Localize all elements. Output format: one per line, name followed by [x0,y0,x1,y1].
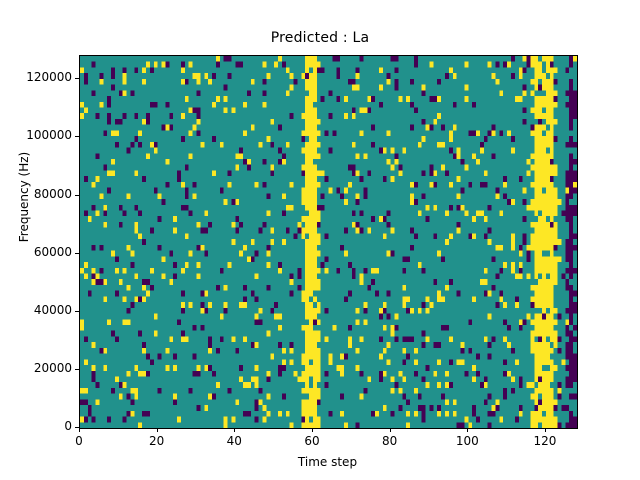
x-tick [79,428,80,432]
y-tick [75,194,79,196]
y-tick [75,427,79,428]
y-tick [75,368,79,370]
y-tick-label: 120000 [26,70,72,85]
x-tick [389,428,391,432]
y-tick-label: 80000 [33,186,72,201]
x-tick-label: 60 [304,434,320,448]
x-tick [467,428,469,432]
y-tick [75,136,79,138]
y-tick [75,252,79,254]
heatmap-image [80,56,577,428]
x-tick [234,428,236,432]
x-tick [544,428,546,432]
x-tick-label: 80 [381,434,398,448]
heatmap-axes [79,55,578,429]
x-axis-label: Time step [297,455,358,469]
y-tick-label: 60000 [33,244,72,259]
y-tick-label: 0 [64,419,72,433]
chart-title: Predicted : La [270,30,370,46]
y-tick-label: 20000 [33,360,72,375]
x-tick [311,428,313,432]
x-tick [156,428,158,432]
x-tick-label: 120 [533,434,557,448]
x-tick-label: 40 [226,434,242,448]
x-tick-label: 0 [75,434,83,448]
y-tick [75,310,79,312]
x-tick-label: 100 [455,434,479,448]
y-tick [75,78,79,80]
y-tick-label: 40000 [33,302,72,317]
y-tick-label: 100000 [26,128,72,143]
x-tick-label: 20 [149,434,165,448]
